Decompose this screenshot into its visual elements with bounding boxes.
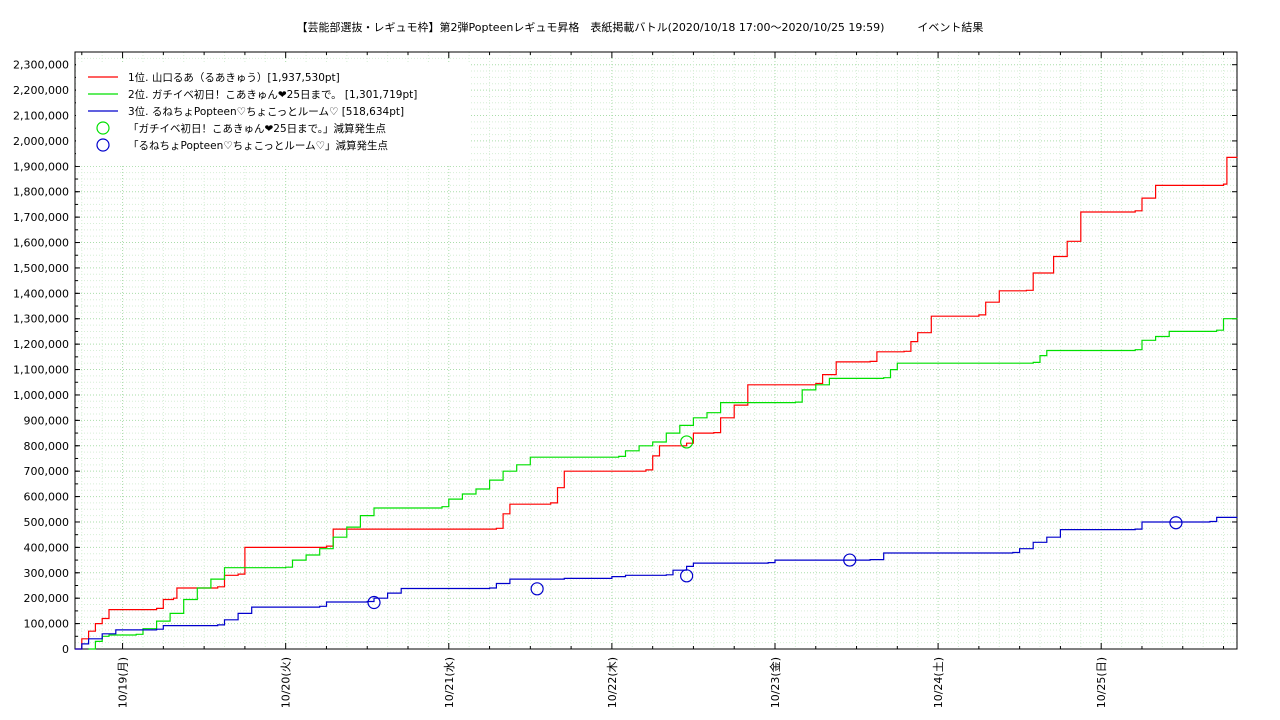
legend-marker-1 bbox=[96, 121, 110, 135]
legend-label: 1位. 山口るあ（るあきゅう）[1,937,530pt] bbox=[128, 71, 340, 84]
legend-label: 2位. ガチイベ初日！こあきゅん❤25日まで。 [1,301,719pt] bbox=[128, 88, 417, 101]
marker-point-2 bbox=[843, 553, 857, 567]
x-axis: 10/19(月) 10/20(火) 10/21(水) 10/22(木) 10/23(金)… bbox=[81, 52, 1225, 708]
y-tick-label: 1,500,000 bbox=[13, 262, 69, 275]
legend-label: 「るねちょPopteen♡ちょこっとルーム♡」減算発生点 bbox=[128, 139, 388, 152]
y-tick-label: 1,200,000 bbox=[13, 338, 69, 351]
x-tick-label: 10/23(金) bbox=[768, 657, 782, 708]
series-line-2 bbox=[88, 318, 1238, 650]
y-tick-label: 2,000,000 bbox=[13, 135, 69, 148]
marker-point-1 bbox=[680, 435, 694, 449]
y-tick-label: 1,700,000 bbox=[13, 211, 69, 224]
x-tick-label: 10/24(土) bbox=[932, 657, 945, 708]
y-tick-label: 800,000 bbox=[24, 440, 70, 453]
legend-marker-2 bbox=[96, 138, 110, 152]
x-tick-label: 10/20(火) bbox=[280, 657, 293, 708]
y-tick-label: 1,100,000 bbox=[13, 364, 69, 377]
marker-point-2 bbox=[1169, 516, 1183, 530]
x-tick-label: 10/22(木) bbox=[606, 657, 619, 708]
x-tick-label: 10/19(月) bbox=[117, 657, 130, 708]
y-tick-label: 1,400,000 bbox=[13, 287, 69, 300]
y-tick-label: 400,000 bbox=[24, 541, 70, 554]
legend-box bbox=[76, 64, 471, 166]
y-tick-label: 0 bbox=[62, 643, 69, 656]
y-tick-label: 200,000 bbox=[24, 592, 70, 605]
x-tick-label: 10/25(日) bbox=[1095, 657, 1108, 708]
marker-point-2 bbox=[367, 595, 381, 610]
y-tick-label: 300,000 bbox=[24, 567, 70, 580]
plot-frame bbox=[74, 51, 1238, 650]
y-tick-label: 1,600,000 bbox=[13, 237, 69, 250]
y-tick-label: 1,800,000 bbox=[13, 186, 69, 199]
chart-title: 【芸能部選抜・レギュモ枠】第2弾Popteenレギュモ昇格 表紙掲載バトル(20… bbox=[296, 21, 984, 34]
series-line-3 bbox=[75, 516, 1238, 650]
legend-label: 3位. るねちょPopteen♡ちょこっとルーム♡ [518,634pt] bbox=[128, 105, 404, 118]
legend-label: 「ガチイベ初日！こあきゅん❤25日まで。」減算発生点 bbox=[128, 122, 386, 135]
y-tick-label: 2,100,000 bbox=[13, 110, 69, 123]
y-tick-label: 1,900,000 bbox=[13, 160, 69, 173]
y-tick-label: 2,300,000 bbox=[13, 59, 69, 72]
y-tick-label: 2,200,000 bbox=[13, 84, 69, 97]
marker-point-2 bbox=[530, 582, 544, 596]
legend: 1位. 山口るあ（るあきゅう）[1,937,530pt] 2位. ガチイベ初日！こ… bbox=[76, 64, 471, 166]
y-tick-label: 1,300,000 bbox=[13, 313, 69, 326]
y-tick-label: 600,000 bbox=[24, 491, 70, 504]
marker-point-2 bbox=[680, 569, 694, 583]
y-tick-label: 100,000 bbox=[24, 618, 70, 631]
y-tick-label: 900,000 bbox=[24, 414, 70, 427]
y-tick-label: 500,000 bbox=[24, 516, 70, 529]
y-axis: 0 100,000 200,000 300,000 400,000 500,000 600,… bbox=[13, 51, 1237, 656]
x-tick-label: 10/21(水) bbox=[443, 657, 456, 708]
y-tick-label: 1,000,000 bbox=[13, 389, 69, 402]
series-line-1 bbox=[75, 156, 1238, 650]
y-tick-label: 700,000 bbox=[24, 465, 70, 478]
